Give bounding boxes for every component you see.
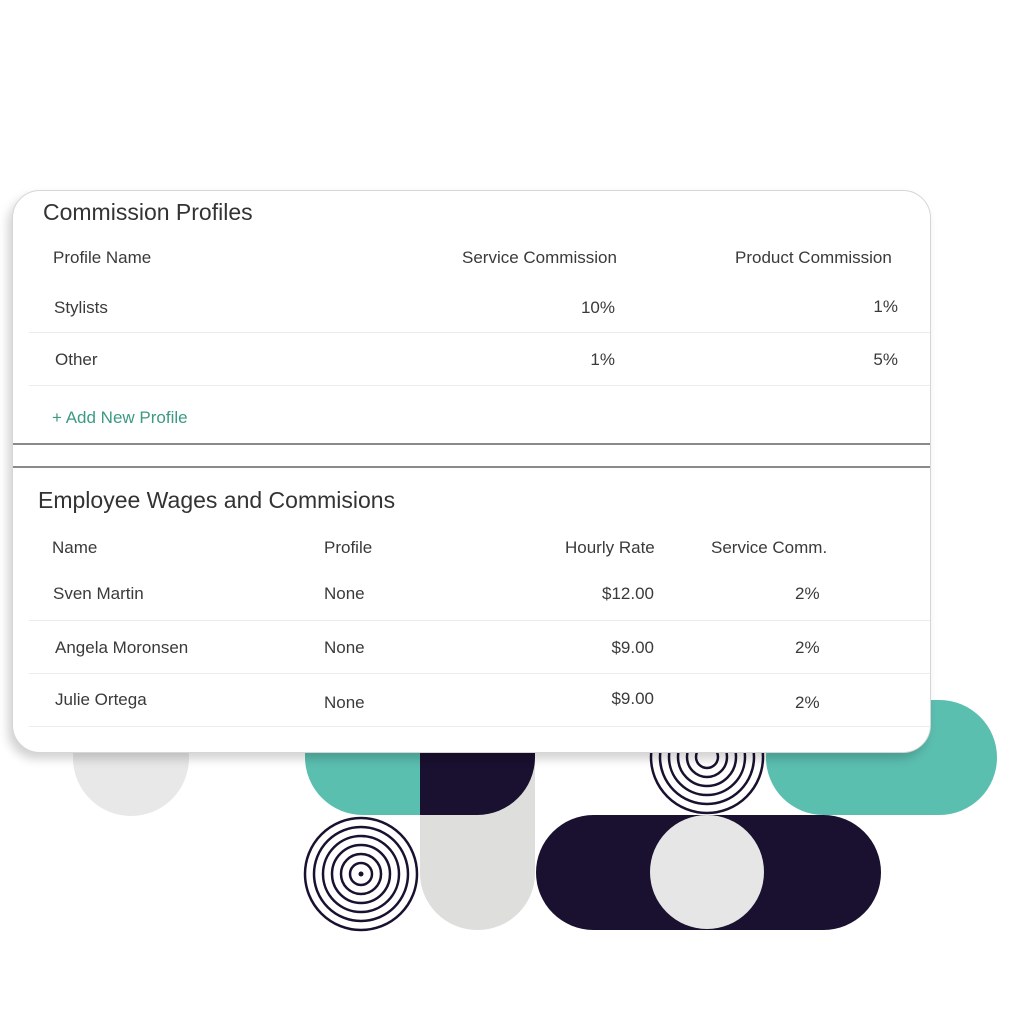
service-commission: 10% bbox=[580, 298, 615, 317]
column-service-comm: Service Comm. bbox=[711, 538, 828, 557]
column-service-commission: Service Commission bbox=[462, 248, 617, 267]
profile-name: Other bbox=[55, 350, 98, 369]
hourly-rate: $12.00 bbox=[602, 584, 654, 603]
row-divider bbox=[29, 620, 930, 621]
employee-profile: None bbox=[324, 638, 365, 657]
column-profile-name: Profile Name bbox=[53, 248, 152, 267]
column-product-commission: Product Commission bbox=[735, 248, 892, 267]
settings-card: Commission Profiles Profile Name Service… bbox=[12, 190, 931, 753]
section-divider bbox=[13, 466, 930, 468]
commission-profiles-title: Commission Profiles bbox=[43, 199, 253, 225]
profile-name: Stylists bbox=[54, 298, 108, 317]
row-divider bbox=[29, 673, 930, 674]
service-comm: 2% bbox=[795, 584, 820, 603]
column-name: Name bbox=[52, 538, 98, 557]
row-divider bbox=[29, 726, 930, 727]
service-commission: 1% bbox=[590, 350, 615, 369]
employee-name: Sven Martin bbox=[53, 584, 144, 603]
add-new-profile-link[interactable]: + Add New Profile bbox=[52, 408, 188, 427]
employee-wages-title: Employee Wages and Commisions bbox=[38, 487, 396, 513]
service-comm: 2% bbox=[795, 638, 820, 657]
section-divider bbox=[13, 443, 930, 445]
column-profile: Profile bbox=[324, 538, 373, 557]
product-commission: 5% bbox=[873, 350, 898, 369]
concentric-circles-icon bbox=[303, 816, 419, 932]
employee-name: Angela Moronsen bbox=[55, 638, 189, 657]
row-divider bbox=[29, 385, 930, 386]
service-comm: 2% bbox=[795, 693, 820, 712]
hourly-rate: $9.00 bbox=[611, 638, 654, 657]
employee-profile: None bbox=[324, 693, 365, 712]
row-divider bbox=[29, 332, 930, 333]
hourly-rate: $9.00 bbox=[611, 689, 654, 708]
employee-profile: None bbox=[324, 584, 365, 603]
gray-circle-center bbox=[650, 815, 764, 929]
product-commission: 1% bbox=[873, 297, 898, 316]
employee-name: Julie Ortega bbox=[55, 690, 147, 709]
column-hourly-rate: Hourly Rate bbox=[565, 538, 655, 557]
